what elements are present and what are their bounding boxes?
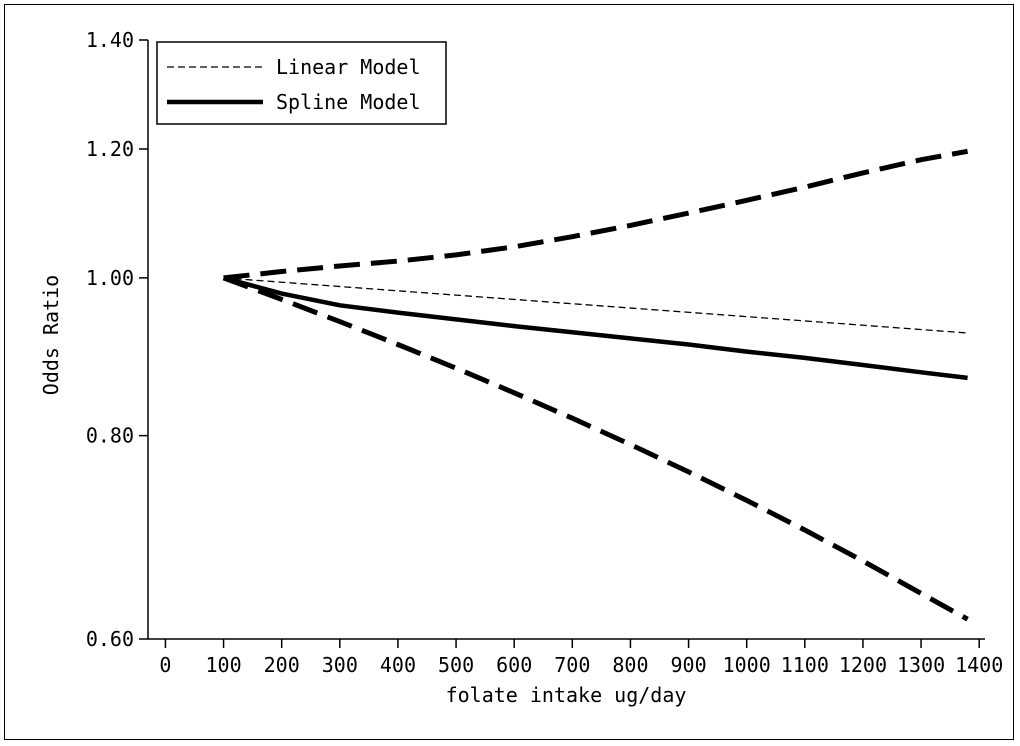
legend: Linear Model Spline Model [156, 41, 447, 125]
x-tick-label: 100 [206, 653, 242, 677]
spline-model-line [223, 275, 968, 381]
confidence-band-line-2 [223, 148, 969, 281]
x-tick-label: 800 [612, 653, 648, 677]
y-tick-label: 1.40 [86, 28, 134, 52]
x-tick-label: 1100 [781, 653, 829, 677]
x-tick-label: 1300 [897, 653, 945, 677]
x-tick-label: 300 [322, 653, 358, 677]
x-tick-label: 500 [438, 653, 474, 677]
x-tick-label: 1000 [723, 653, 771, 677]
legend-label: Linear Model [276, 55, 421, 79]
x-tick-label: 600 [496, 653, 532, 677]
legend-label: Spline Model [276, 90, 421, 114]
x-tick-label: 200 [264, 653, 300, 677]
linear-model-line [223, 277, 968, 334]
axes: 0.60 0.80 1.00 1.20 1.40 0 100 200 300 400 500 600 7… [86, 28, 1003, 677]
y-tick-label: 1.00 [86, 266, 134, 290]
x-tick-label: 0 [159, 653, 171, 677]
x-axis-label: folate intake ug/day [446, 683, 687, 707]
x-tick-label: 1200 [839, 653, 887, 677]
legend-box [156, 41, 447, 125]
x-tick-label: 900 [671, 653, 707, 677]
y-tick-label: 1.20 [86, 137, 134, 161]
y-tick-label: 0.80 [86, 424, 134, 448]
series-group [222, 148, 969, 622]
x-tick-label: 1400 [955, 653, 1003, 677]
y-axis-label: Odds Ratio [39, 275, 63, 395]
x-tick-label: 400 [380, 653, 416, 677]
y-tick-label: 0.60 [86, 627, 134, 651]
x-tick-label: 700 [554, 653, 590, 677]
figure-frame [4, 4, 1014, 740]
confidence-band-line-3 [222, 275, 969, 622]
